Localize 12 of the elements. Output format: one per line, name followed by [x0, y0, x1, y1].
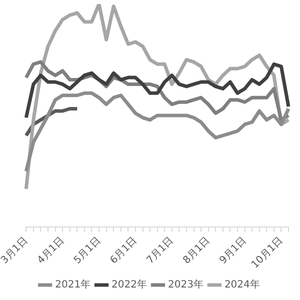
legend-label: 2022年: [112, 278, 148, 291]
x-tick-label: 6月1日: [108, 235, 140, 266]
x-tick-label: 4月1日: [36, 235, 67, 266]
x-tick-label: 3月1日: [0, 235, 30, 266]
x-tick-label: 5月1日: [72, 235, 103, 266]
x-tick-label: 7月1日: [144, 235, 176, 266]
legend-label: 2024年: [224, 278, 260, 291]
x-tick-label: 8月1日: [181, 235, 212, 266]
x-tick-label: 10月1日: [250, 235, 286, 271]
x-tick-label: 9月1日: [218, 235, 249, 266]
legend-label: 2021年: [55, 278, 91, 291]
legend-label: 2023年: [168, 278, 204, 291]
